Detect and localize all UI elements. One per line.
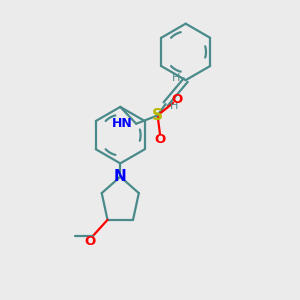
Text: H: H	[170, 100, 179, 110]
Text: O: O	[154, 133, 166, 146]
Text: N: N	[114, 169, 127, 184]
Text: O: O	[171, 93, 182, 106]
Text: S: S	[152, 108, 163, 123]
Text: H: H	[172, 73, 180, 83]
Text: HN: HN	[112, 117, 133, 130]
Text: O: O	[84, 235, 95, 248]
